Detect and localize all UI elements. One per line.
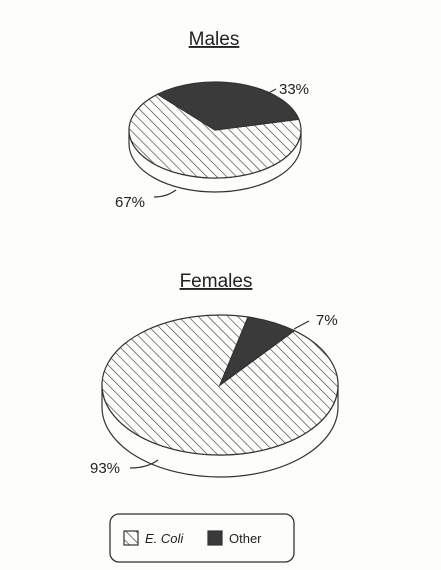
males-pie-chart: Males 33% 67%: [115, 29, 309, 211]
females-other-label: 7%: [316, 312, 338, 329]
females-pie-chart: Females 7% 93%: [90, 271, 339, 478]
males-slice-ecoli: [128, 93, 302, 179]
legend-label-other: Other: [229, 531, 262, 546]
males-slice-other: [156, 81, 300, 131]
females-ecoli-label: 93%: [90, 460, 120, 477]
males-ecoli-label: 67%: [115, 194, 145, 211]
males-chart-title: Males: [189, 29, 240, 50]
females-other-leader-line: [293, 320, 310, 330]
legend-box: [109, 513, 295, 563]
females-ecoli-leader-line: [129, 459, 159, 469]
legend-swatch-ecoli: [123, 530, 139, 546]
legend: E. Coli Other: [109, 513, 295, 563]
females-slice-other: [218, 316, 296, 387]
males-other-label: 33%: [279, 81, 309, 98]
females-chart-title: Females: [180, 271, 253, 292]
males-other-leader-line: [264, 88, 277, 96]
males-ecoli-leader-line: [153, 189, 177, 198]
legend-label-ecoli: E. Coli: [145, 531, 184, 546]
legend-swatch-other: [207, 530, 223, 546]
